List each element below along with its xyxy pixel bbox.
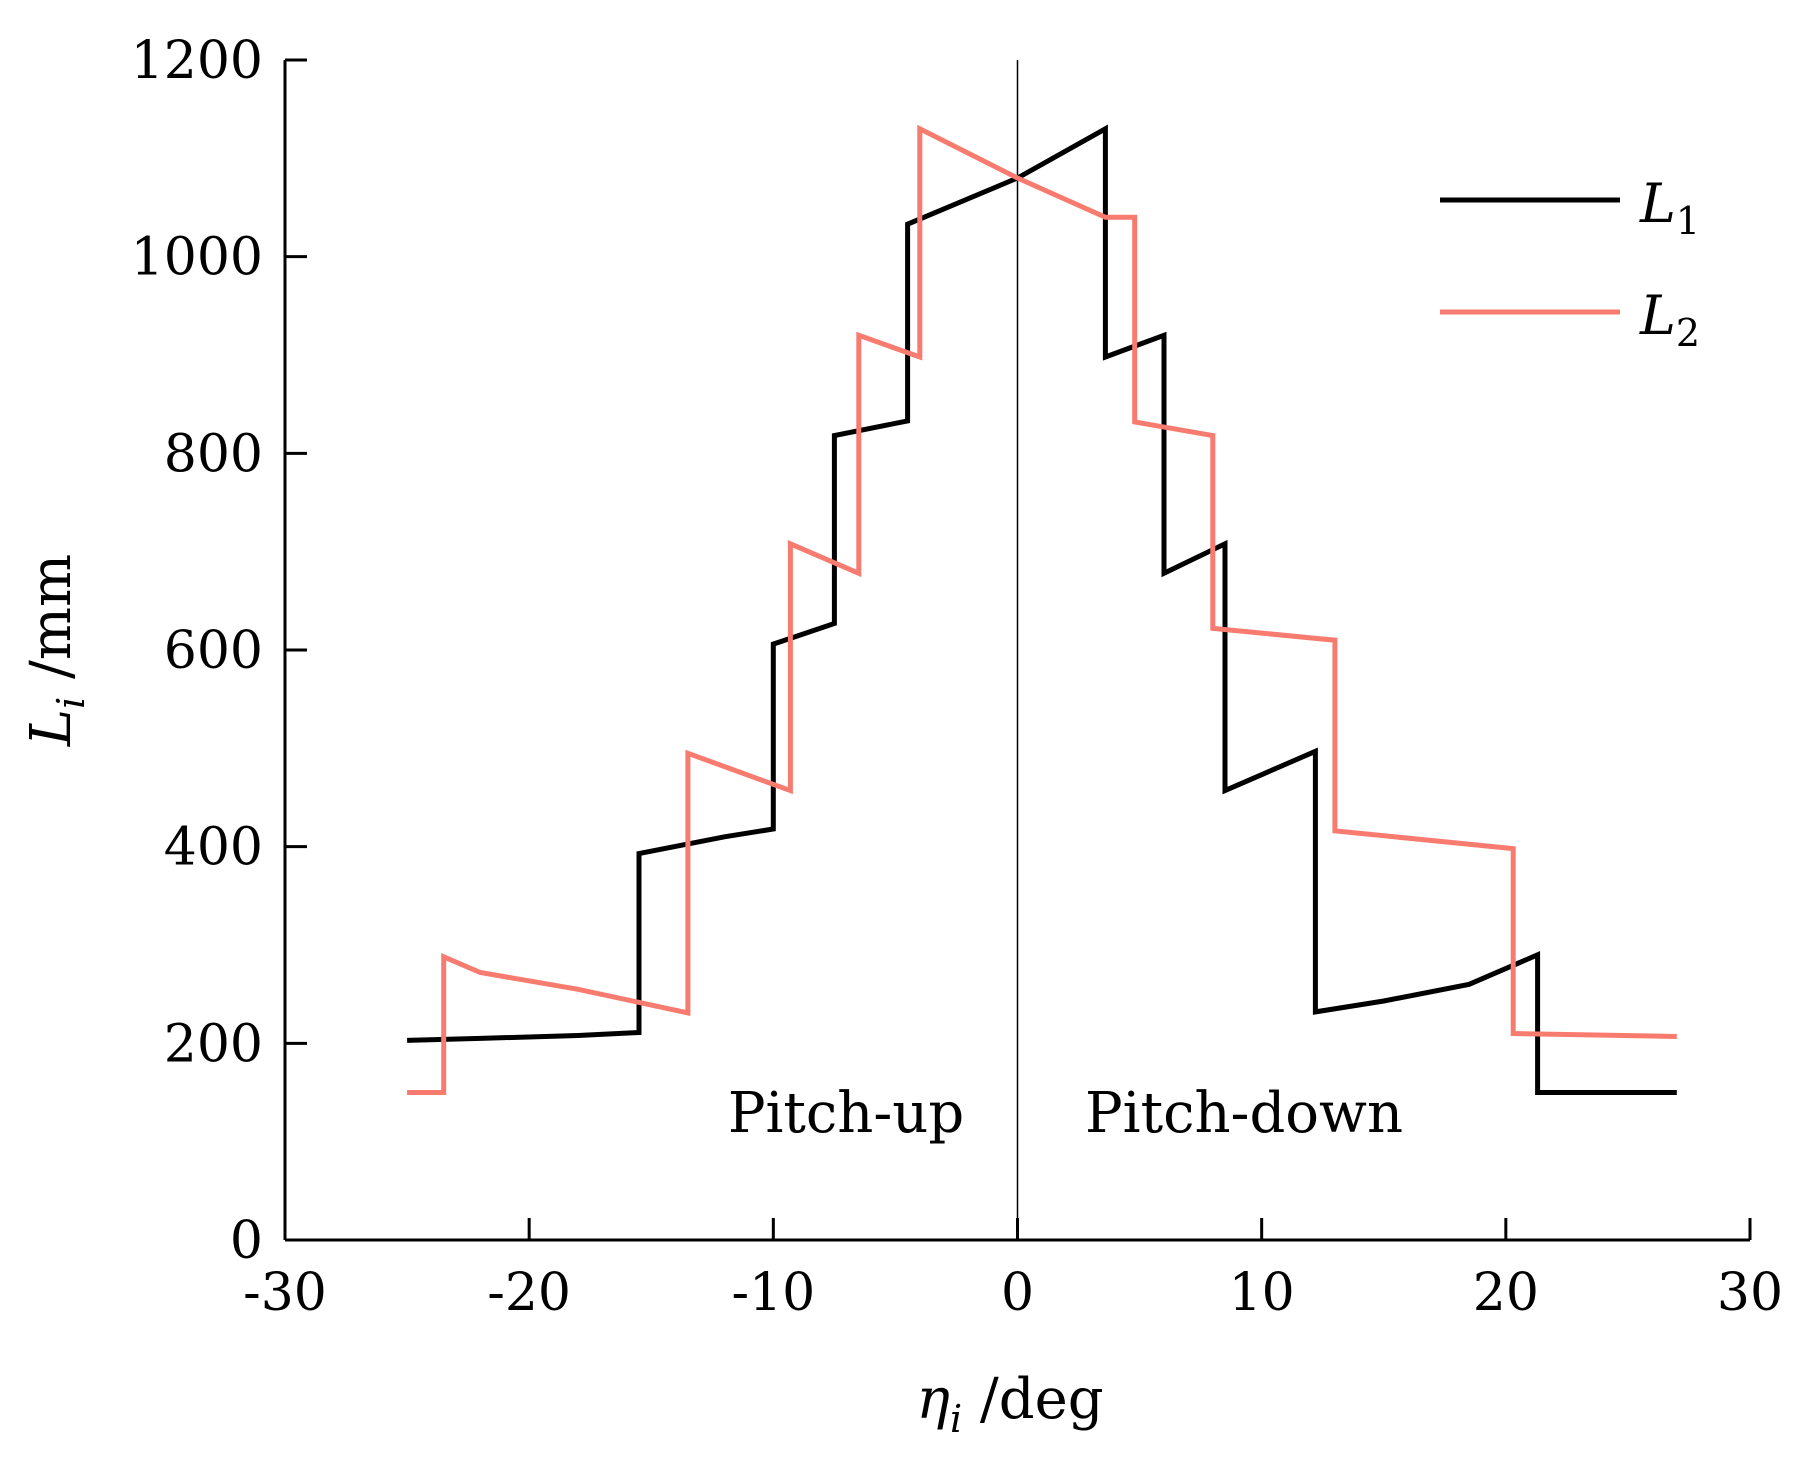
legend: L1 L2 bbox=[1440, 172, 1700, 355]
x-tick-label: 20 bbox=[1473, 1263, 1539, 1323]
y-tick-label: 800 bbox=[164, 424, 263, 484]
y-tick-label: 1000 bbox=[131, 228, 263, 288]
legend-label-l1: L1 bbox=[1639, 172, 1700, 243]
series-line-l1 bbox=[407, 124, 1677, 1095]
series-line-l2 bbox=[407, 124, 1677, 1095]
x-tick-label: -10 bbox=[731, 1263, 815, 1323]
annotation-pitch-up: Pitch-up bbox=[728, 1081, 964, 1146]
axes bbox=[283, 60, 1750, 1242]
x-tick-label: -20 bbox=[487, 1263, 571, 1323]
x-tick-label: 30 bbox=[1717, 1263, 1783, 1323]
annotation-pitch-down: Pitch-down bbox=[1085, 1081, 1403, 1146]
y-axis-title: Li /mm bbox=[19, 554, 93, 747]
y-tick-label: 400 bbox=[164, 818, 263, 878]
y-tick-label: 0 bbox=[230, 1211, 263, 1271]
legend-label-l2: L2 bbox=[1639, 284, 1700, 355]
x-tick-label: 10 bbox=[1229, 1263, 1295, 1323]
y-tick-label: 1200 bbox=[131, 31, 263, 91]
y-tick-label: 200 bbox=[164, 1014, 263, 1074]
x-axis-title: ηi /deg bbox=[916, 1367, 1103, 1441]
series-layer bbox=[407, 124, 1677, 1095]
x-tick-label: 0 bbox=[1001, 1263, 1034, 1323]
x-tick-label: -30 bbox=[243, 1263, 327, 1323]
y-tick-label: 600 bbox=[164, 621, 263, 681]
ticks: -30 -20 -10 0 10 20 30 0 200 400 600 800 1000 1200 bbox=[131, 31, 1783, 1323]
